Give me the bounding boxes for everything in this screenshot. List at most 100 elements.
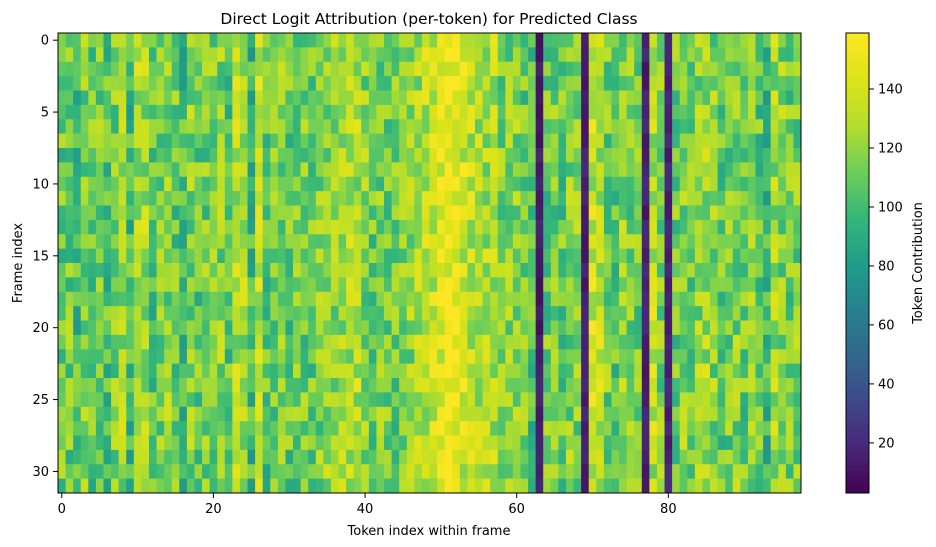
heatmap-cell <box>694 33 703 48</box>
heatmap-cell <box>573 478 582 493</box>
heatmap-cell <box>770 464 779 480</box>
heatmap-cell <box>528 291 537 307</box>
heatmap-cell <box>588 421 597 436</box>
heatmap-cell <box>156 248 165 264</box>
heatmap-cell <box>793 306 801 321</box>
heatmap-cell <box>414 248 423 264</box>
heatmap-cell <box>581 306 590 321</box>
heatmap-cell <box>133 320 142 336</box>
heatmap-cell <box>565 421 574 436</box>
heatmap-cell <box>285 219 294 235</box>
heatmap-cell <box>80 363 89 379</box>
heatmap-cell <box>217 205 226 221</box>
heatmap-cell <box>664 464 673 480</box>
heatmap-cell <box>171 449 180 465</box>
heatmap-cell <box>361 219 370 235</box>
heatmap-cell <box>505 119 514 135</box>
heatmap-cell <box>164 320 173 336</box>
heatmap-cell <box>497 378 506 393</box>
heatmap-cell <box>103 162 112 178</box>
heatmap-cell <box>384 219 392 235</box>
heatmap-cell <box>474 291 483 307</box>
heatmap-cell <box>255 47 264 63</box>
heatmap-cell <box>717 119 726 135</box>
heatmap-cell <box>778 47 787 63</box>
heatmap-cell <box>581 133 590 149</box>
heatmap-cell <box>626 191 635 206</box>
heatmap-cell <box>740 148 749 163</box>
heatmap-cell <box>368 104 377 120</box>
heatmap-cell <box>217 76 226 91</box>
heatmap-cell <box>649 234 658 250</box>
heatmap-cell <box>641 248 650 264</box>
heatmap-cell <box>679 378 688 393</box>
heatmap-cell <box>649 61 658 77</box>
heatmap-cell <box>95 392 104 408</box>
heatmap-cell <box>164 90 173 106</box>
heatmap-cell <box>384 449 392 465</box>
heatmap-cell <box>664 378 673 393</box>
heatmap-cell <box>103 334 112 350</box>
heatmap-cell <box>209 306 218 321</box>
heatmap-cell <box>596 162 605 178</box>
heatmap-cell <box>505 33 514 48</box>
heatmap-cell <box>747 61 756 77</box>
heatmap-cell <box>725 435 734 451</box>
heatmap-cell <box>156 435 165 451</box>
heatmap-cell <box>224 162 233 178</box>
heatmap-cell <box>308 191 317 206</box>
heatmap-cell <box>664 90 673 106</box>
heatmap-cell <box>490 219 499 235</box>
heatmap-cell <box>164 76 173 91</box>
heatmap-cell <box>755 234 764 250</box>
heatmap-cell <box>179 162 188 178</box>
heatmap-cell <box>732 378 741 393</box>
heatmap-cell <box>285 61 294 77</box>
heatmap-cell <box>391 219 400 235</box>
heatmap-cell <box>581 47 590 63</box>
heatmap-cell <box>300 148 309 163</box>
heatmap-cell <box>368 449 377 465</box>
heatmap-cell <box>103 363 112 379</box>
heatmap-cell <box>679 406 688 422</box>
heatmap-cell <box>255 349 264 365</box>
heatmap-cell <box>634 133 643 149</box>
heatmap-cell <box>315 47 324 63</box>
heatmap-cell <box>353 449 362 465</box>
heatmap-cell <box>111 205 120 221</box>
heatmap-cell <box>133 90 142 106</box>
heatmap-cell <box>209 435 218 451</box>
heatmap-cell <box>528 349 537 365</box>
heatmap-cell <box>224 76 233 91</box>
heatmap-cell <box>520 449 529 465</box>
heatmap-cell <box>179 234 188 250</box>
heatmap-cell <box>293 421 302 436</box>
heatmap-cell <box>126 205 135 221</box>
heatmap-cell <box>482 435 491 451</box>
heatmap-cell <box>588 76 597 91</box>
heatmap-cell <box>490 76 499 91</box>
heatmap-cell <box>217 191 226 206</box>
heatmap-cell <box>232 435 241 451</box>
heatmap-cell <box>194 435 203 451</box>
heatmap-cell <box>346 33 355 48</box>
heatmap-cell <box>785 33 794 48</box>
heatmap-cell <box>194 449 203 465</box>
heatmap-cell <box>65 162 74 178</box>
heatmap-cell <box>793 90 801 106</box>
heatmap-cell <box>725 378 734 393</box>
heatmap-cell <box>58 90 66 106</box>
heatmap-cell <box>391 234 400 250</box>
heatmap-cell <box>649 76 658 91</box>
heatmap-cell <box>437 406 446 422</box>
heatmap-cell <box>603 234 612 250</box>
heatmap-cell <box>558 406 567 422</box>
heatmap-cell <box>194 334 203 350</box>
heatmap-cell <box>626 248 635 264</box>
heatmap-cell <box>95 33 104 48</box>
heatmap-cell <box>58 47 66 63</box>
heatmap-cell <box>209 104 218 120</box>
heatmap-cell <box>467 392 476 408</box>
heatmap-cell <box>308 406 317 422</box>
heatmap-cell <box>520 119 529 135</box>
